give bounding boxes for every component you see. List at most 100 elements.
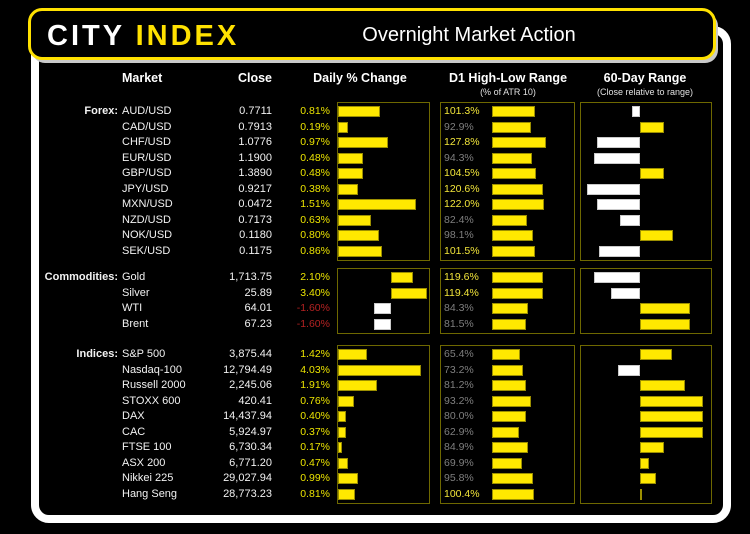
close-value: 1.3890 <box>238 167 272 179</box>
daily-change-bar <box>338 137 389 148</box>
d1-range-bar <box>492 272 543 283</box>
daily-change-value: 0.81% <box>300 487 330 500</box>
sixty-day-range-bar <box>640 442 665 453</box>
group-label: Indices: <box>76 348 118 360</box>
daily-change-value: 2.10% <box>300 271 330 283</box>
market-name: S&P 500 <box>122 348 166 360</box>
table-row: Russell 2000 2,245.06 1.91% 81.2% <box>40 378 712 394</box>
group-label <box>40 487 118 503</box>
sixty-day-range-bar <box>640 349 672 360</box>
sixty-day-range-bar <box>640 168 665 179</box>
daily-change-value: 0.48% <box>300 151 330 164</box>
sixty-day-range-bar <box>640 473 656 484</box>
d1-range-bar <box>492 364 523 376</box>
daily-change-bar <box>338 183 358 195</box>
sixty-day-range-bar <box>640 426 704 438</box>
table-row: JPY/USD 0.9217 0.38% 120.6% <box>40 182 712 198</box>
sixty-day-range-bar <box>594 152 640 164</box>
table-row: Forex: AUD/USD 0.7711 0.81% 101.3% <box>40 104 712 120</box>
daily-change-value: 0.47% <box>300 456 330 469</box>
table-row: Brent 67.23 -1.60% 81.5% <box>40 317 712 333</box>
group-label <box>40 120 118 136</box>
daily-change-bar <box>338 168 363 179</box>
sixty-day-range-bar <box>640 380 685 391</box>
group-label <box>40 286 118 302</box>
d1-range-value: 82.4% <box>444 213 474 226</box>
daily-change-bar <box>338 473 359 484</box>
close-value: 0.7711 <box>239 105 272 117</box>
table-row: CAC 5,924.97 0.37% 62.9% <box>40 425 712 441</box>
table-row: MXN/USD 0.0472 1.51% 122.0% <box>40 197 712 213</box>
daily-change-value: 0.38% <box>300 182 330 195</box>
logo-city: CITY <box>47 20 125 52</box>
d1-range-bar <box>492 349 520 360</box>
daily-change-bar <box>391 287 428 299</box>
daily-change-value: 0.99% <box>300 472 330 484</box>
d1-range-value: 95.8% <box>444 472 474 484</box>
d1-range-value: 84.9% <box>444 441 474 453</box>
daily-change-value: 0.40% <box>300 410 330 422</box>
group-label <box>40 151 118 167</box>
sixty-day-range-bar <box>587 183 640 195</box>
group-label: Commodities: <box>44 271 118 283</box>
group-label <box>40 378 118 394</box>
close-value: 12,794.49 <box>223 363 272 376</box>
market-name: FTSE 100 <box>122 441 172 453</box>
market-name: ASX 200 <box>122 456 166 469</box>
daily-change-bar <box>374 318 391 330</box>
market-name: Gold <box>122 271 146 283</box>
table-row: WTI 64.01 -1.60% 84.3% <box>40 301 712 317</box>
daily-change-value: 0.81% <box>300 105 330 117</box>
d1-range-bar <box>492 318 527 330</box>
d1-range-value: 81.5% <box>444 317 474 330</box>
sixty-day-range-bar <box>596 199 640 210</box>
daily-change-value: 0.76% <box>300 394 330 407</box>
d1-range-value: 81.2% <box>444 379 474 391</box>
daily-change-bar <box>338 349 368 360</box>
close-value: 25.89 <box>244 286 272 299</box>
sixty-day-range-bar <box>640 411 704 422</box>
d1-range-bar <box>492 230 534 241</box>
market-name: Brent <box>122 317 149 330</box>
table-row: CHF/USD 1.0776 0.97% 127.8% <box>40 135 712 151</box>
daily-change-value: 0.17% <box>300 441 330 453</box>
table-row: EUR/USD 1.1900 0.48% 94.3% <box>40 151 712 167</box>
section-forex: Forex: AUD/USD 0.7711 0.81% 101.3% CAD/U… <box>40 102 712 261</box>
table-row: Nikkei 225 29,027.94 0.99% 95.8% <box>40 471 712 487</box>
sixty-day-range-bar <box>594 272 640 283</box>
daily-change-value: 1.91% <box>300 379 330 391</box>
d1-range-value: 93.2% <box>444 394 474 407</box>
daily-change-bar <box>338 457 348 469</box>
d1-range-bar <box>492 152 532 164</box>
daily-change-value: 1.51% <box>300 198 330 210</box>
column-header-daily-change: Daily % Change <box>313 71 407 85</box>
daily-change-bar <box>374 303 391 314</box>
group-label <box>40 394 118 410</box>
daily-change-value: 3.40% <box>300 286 330 299</box>
close-value: 420.41 <box>238 394 272 407</box>
d1-range-bar <box>492 426 519 438</box>
column-header-d1-range: D1 High-Low Range <box>448 71 568 85</box>
daily-change-bar <box>338 199 417 210</box>
d1-range-bar <box>492 287 543 299</box>
daily-change-bar <box>338 245 383 257</box>
market-name: DAX <box>122 410 145 422</box>
close-value: 29,027.94 <box>223 472 272 484</box>
table-row: DAX 14,437.94 0.40% 80.0% <box>40 409 712 425</box>
d1-range-bar <box>492 106 535 117</box>
market-name: AUD/USD <box>122 105 172 117</box>
close-value: 14,437.94 <box>223 410 272 422</box>
close-value: 3,875.44 <box>229 348 272 360</box>
daily-change-value: 0.97% <box>300 136 330 148</box>
daily-change-value: 0.48% <box>300 167 330 179</box>
daily-change-value: 1.42% <box>300 348 330 360</box>
d1-range-bar <box>492 121 532 133</box>
table-row: FTSE 100 6,730.34 0.17% 84.9% <box>40 440 712 456</box>
table-row: SEK/USD 0.1175 0.86% 101.5% <box>40 244 712 260</box>
d1-range-bar <box>492 395 532 407</box>
close-value: 5,924.97 <box>229 425 272 438</box>
daily-change-bar <box>338 152 363 164</box>
d1-range-value: 100.4% <box>444 487 480 500</box>
d1-range-value: 84.3% <box>444 302 474 314</box>
close-value: 0.1175 <box>239 244 272 257</box>
